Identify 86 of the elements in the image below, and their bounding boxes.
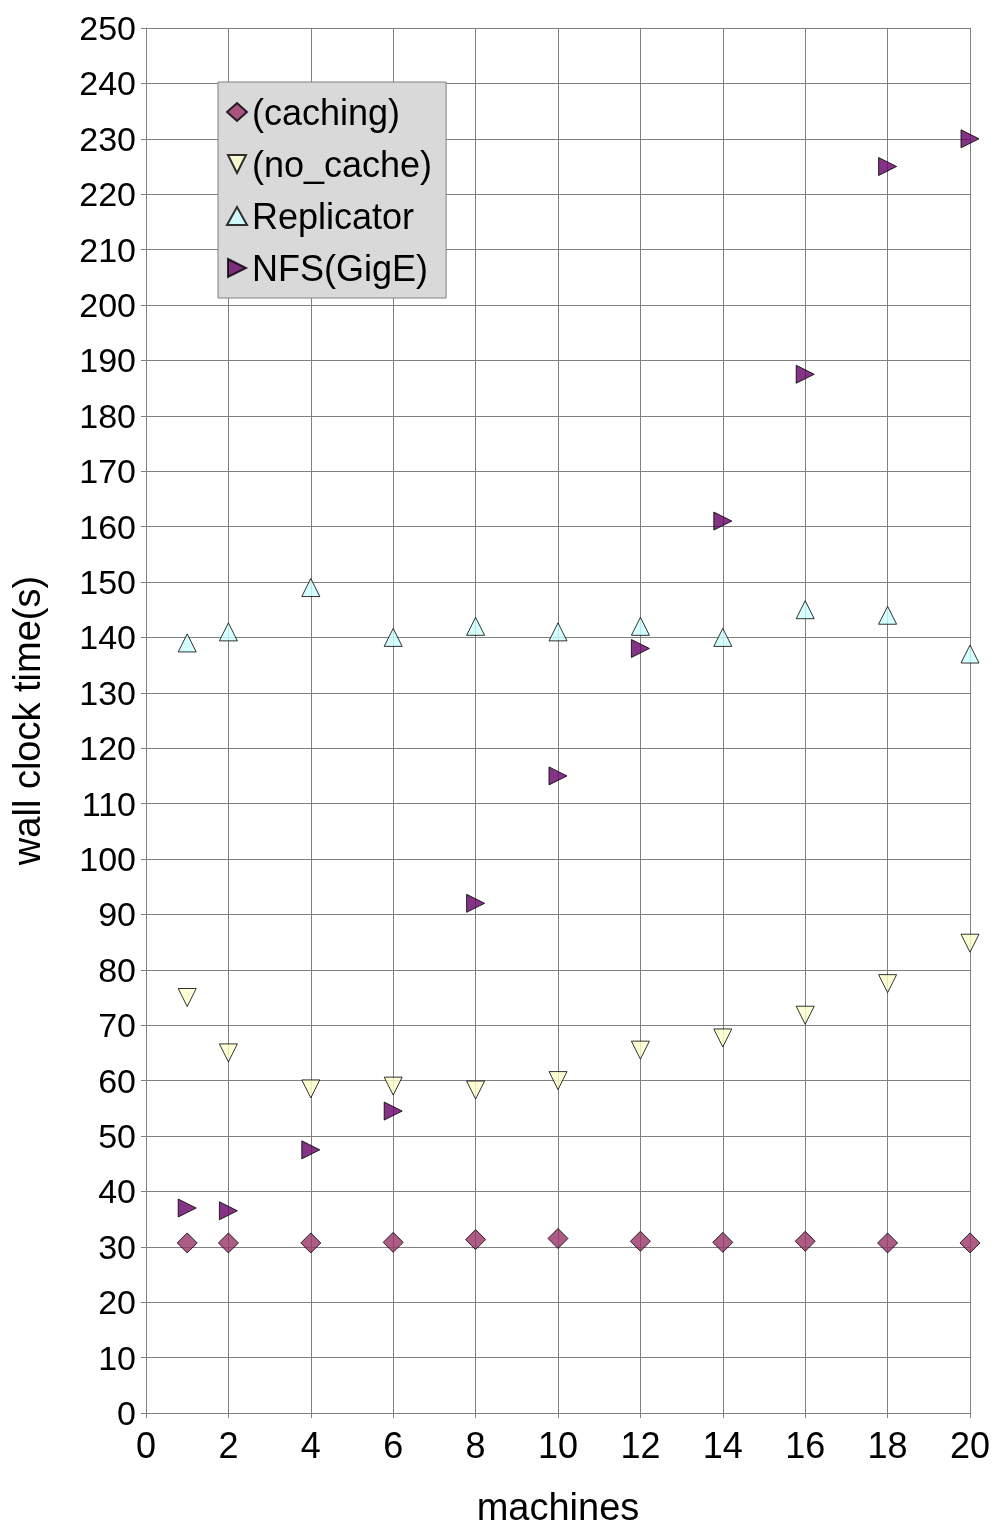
- point: [548, 766, 568, 786]
- point: [301, 578, 321, 598]
- y-tick-label: 10: [98, 1338, 136, 1377]
- point: [960, 129, 980, 149]
- y-tick-label: 60: [98, 1061, 136, 1100]
- y-tick-label: 250: [79, 9, 136, 47]
- y-tick-label: 240: [79, 64, 136, 103]
- y-tick-label: 140: [79, 618, 136, 657]
- y-tick-label: 100: [79, 840, 136, 878]
- point: [713, 627, 733, 647]
- y-tick-label: 30: [98, 1227, 136, 1266]
- point: [630, 638, 650, 658]
- y-tick-label: 70: [98, 1006, 136, 1045]
- point: [177, 1198, 197, 1218]
- y-tick-label: 160: [79, 507, 136, 546]
- point: [713, 511, 733, 531]
- x-axis-title: machines: [476, 1486, 640, 1528]
- point: [383, 1076, 403, 1096]
- point: [795, 1005, 815, 1025]
- point: [548, 622, 568, 642]
- x-tick-label: 16: [785, 1424, 826, 1466]
- y-tick-label: 50: [98, 1117, 136, 1155]
- x-tick-label: 4: [300, 1424, 321, 1466]
- y-axis-title: wall clock time(s): [6, 575, 48, 867]
- x-tick-label: 12: [620, 1424, 661, 1466]
- point: [630, 616, 650, 636]
- point: [630, 1040, 650, 1060]
- point: [713, 1028, 733, 1048]
- x-tick-label: 10: [537, 1424, 579, 1466]
- point: [177, 988, 197, 1007]
- point: [383, 627, 403, 647]
- legend-label: (caching): [252, 91, 401, 133]
- point: [878, 605, 898, 625]
- y-tick-label: 40: [98, 1172, 136, 1211]
- point: [466, 616, 486, 636]
- y-tick-label: 20: [98, 1283, 136, 1322]
- legend-label: Replicator: [252, 195, 415, 237]
- point: [218, 1043, 238, 1063]
- y-tick-label: 0: [117, 1394, 136, 1432]
- point: [629, 1230, 651, 1252]
- y-tick-label: 120: [79, 729, 136, 768]
- y-tick-label: 220: [79, 175, 136, 214]
- point: [176, 1232, 198, 1254]
- point: [383, 1101, 403, 1121]
- point: [878, 974, 898, 994]
- point: [795, 364, 815, 384]
- point: [218, 1201, 238, 1221]
- point: [960, 644, 980, 664]
- point: [301, 1140, 321, 1160]
- point: [217, 1232, 239, 1254]
- y-tick-label: 110: [81, 784, 136, 823]
- x-tick-label: 14: [702, 1424, 743, 1466]
- x-tick-label: 18: [867, 1424, 908, 1466]
- point: [300, 1232, 322, 1254]
- y-tick-label: 190: [79, 341, 136, 380]
- y-tick-label: 170: [79, 452, 136, 491]
- point: [465, 1229, 487, 1251]
- point: [960, 933, 980, 953]
- point: [795, 600, 815, 620]
- y-tick-label: 150: [79, 563, 136, 601]
- y-tick-label: 80: [98, 950, 136, 989]
- x-tick-label: 20: [949, 1424, 991, 1466]
- point: [878, 157, 898, 176]
- point: [712, 1231, 734, 1253]
- point: [877, 1232, 899, 1254]
- legend-label: (no_cache): [252, 143, 433, 185]
- x-tick-label: 8: [465, 1424, 486, 1466]
- point: [301, 1079, 321, 1099]
- point: [218, 622, 238, 642]
- point: [548, 1071, 568, 1091]
- x-tick-label: 6: [383, 1424, 404, 1466]
- y-tick-label: 230: [79, 119, 136, 158]
- point: [466, 893, 486, 913]
- point: [177, 633, 197, 653]
- y-tick-label: 200: [79, 286, 136, 324]
- y-tick-label: 90: [98, 895, 136, 934]
- y-tick-label: 180: [79, 396, 136, 435]
- x-tick-label: 2: [218, 1424, 239, 1466]
- point: [547, 1227, 569, 1249]
- y-tick-label: 210: [79, 230, 136, 269]
- point: [382, 1231, 404, 1253]
- point: [794, 1230, 816, 1252]
- y-tick-label: 130: [79, 673, 136, 712]
- point: [466, 1080, 486, 1100]
- point: [959, 1232, 981, 1254]
- legend-label: NFS(GigE): [252, 247, 429, 289]
